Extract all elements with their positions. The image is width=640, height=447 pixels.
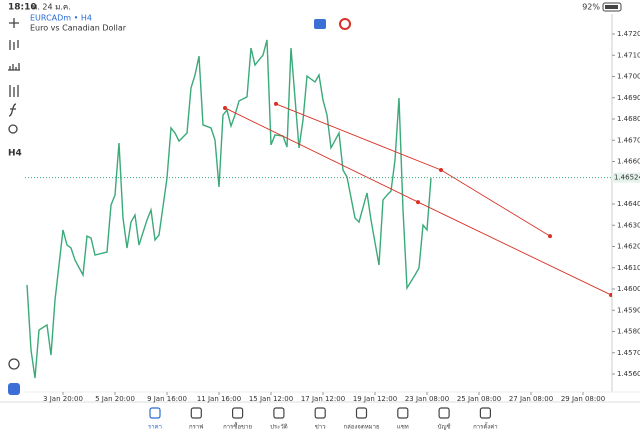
y-tick-label: 1.45900: [617, 306, 640, 314]
symbol[interactable]: EURCADm • H4: [30, 14, 92, 23]
left-toolbar: [8, 18, 20, 370]
nav-icon: [232, 407, 244, 419]
nav-icon: [314, 407, 326, 419]
indicator-tool[interactable]: [9, 40, 19, 50]
y-tick-label: 1.46400: [617, 200, 640, 208]
nav-item[interactable]: ประวัติ: [270, 407, 288, 431]
nav-item[interactable]: กราฟ: [189, 407, 204, 431]
trendline-handle[interactable]: [223, 105, 227, 110]
y-tick-label: 1.46100: [617, 264, 640, 272]
history-tool[interactable]: [8, 358, 20, 370]
symbol-description: Euro vs Canadian Dollar: [30, 24, 127, 33]
y-tick-label: 1.46000: [617, 285, 640, 293]
shapes-tool[interactable]: [8, 124, 18, 134]
nav-label: แชท: [397, 424, 409, 431]
app-icon[interactable]: [8, 383, 20, 395]
x-tick-label: 19 Jan 12:00: [353, 395, 397, 403]
nav-icon: [273, 407, 285, 419]
nav-label: ข่าว: [315, 424, 326, 431]
nav-item[interactable]: การตั้งค่า: [473, 407, 498, 431]
battery-icon: [602, 2, 622, 12]
plot: [26, 39, 613, 379]
nav-label: การซื้อขาย: [223, 421, 252, 431]
last-price-label: 1.46524: [614, 174, 640, 182]
objects-tool[interactable]: [9, 85, 19, 97]
y-tick-label: 1.47000: [617, 73, 640, 81]
x-tick-label: 27 Jan 08:00: [509, 395, 553, 403]
y-tick-label: 1.46800: [617, 115, 640, 123]
nav-icon: [438, 407, 450, 419]
y-tick-label: 1.45800: [617, 328, 640, 336]
price-line: [26, 39, 432, 379]
x-tick-label: 3 Jan 20:00: [43, 395, 83, 403]
nav-icon: [149, 407, 161, 419]
trendline-handle[interactable]: [416, 200, 420, 205]
chart-type-tool[interactable]: [8, 63, 20, 71]
nav-item[interactable]: กล่องจดหมาย: [343, 407, 380, 431]
nav-item[interactable]: บัญชี: [438, 407, 451, 431]
status-date: พ. 24 ม.ค.: [32, 3, 71, 12]
nav-item[interactable]: ข่าว: [314, 407, 326, 431]
nav-label: ราคา: [148, 424, 162, 431]
trade-button[interactable]: [314, 19, 326, 29]
x-tick-label: 17 Jan 12:00: [301, 395, 345, 403]
nav-label: กราฟ: [189, 424, 203, 431]
signal-button[interactable]: [339, 18, 351, 30]
nav-label: กล่องจดหมาย: [343, 424, 379, 431]
x-tick-label: 15 Jan 12:00: [249, 395, 293, 403]
nav-label: การตั้งค่า: [473, 421, 497, 431]
nav-icon: [397, 407, 409, 419]
trendline-handle[interactable]: [274, 101, 278, 106]
x-tick-label: 23 Jan 08:00: [405, 395, 449, 403]
y-tick-label: 1.46900: [617, 94, 640, 102]
x-tick-label: 11 Jan 16:00: [197, 395, 241, 403]
x-tick-label: 25 Jan 08:00: [457, 395, 501, 403]
y-tick-label: 1.46700: [617, 136, 640, 144]
y-tick-label: 1.47100: [617, 51, 640, 59]
battery-text: 92%: [582, 3, 600, 12]
y-tick-label: 1.45600: [617, 370, 640, 378]
status-time: 18:10: [8, 3, 37, 13]
trendline-handle[interactable]: [548, 234, 552, 239]
y-tick-label: 1.46600: [617, 158, 640, 166]
x-tick-label: 5 Jan 20:00: [95, 395, 135, 403]
nav-label: ประวัติ: [270, 424, 288, 431]
y-tick-label: 1.46300: [617, 221, 640, 229]
battery-level: [605, 5, 618, 9]
trendline-handle[interactable]: [439, 168, 443, 172]
timeframe[interactable]: H4: [8, 149, 22, 159]
nav-item[interactable]: ราคา: [148, 407, 162, 431]
nav-item[interactable]: แชท: [397, 407, 409, 431]
nav-icon: [190, 407, 202, 419]
trendline: [275, 103, 551, 237]
nav-icon: [479, 407, 491, 419]
nav-item[interactable]: การซื้อขาย: [223, 407, 252, 431]
y-tick-label: 1.45700: [617, 349, 640, 357]
trendline-handle[interactable]: [609, 292, 613, 297]
functions-tool[interactable]: [8, 103, 17, 117]
crosshair-tool[interactable]: [9, 18, 19, 28]
x-tick-label: 29 Jan 08:00: [561, 395, 605, 403]
nav-icon: [355, 407, 368, 419]
x-tick-label: 9 Jan 16:00: [147, 395, 187, 403]
y-tick-label: 1.47200: [617, 30, 640, 38]
y-tick-label: 1.46200: [617, 243, 640, 251]
last-price-box: [612, 172, 640, 183]
nav-label: บัญชี: [438, 423, 451, 431]
